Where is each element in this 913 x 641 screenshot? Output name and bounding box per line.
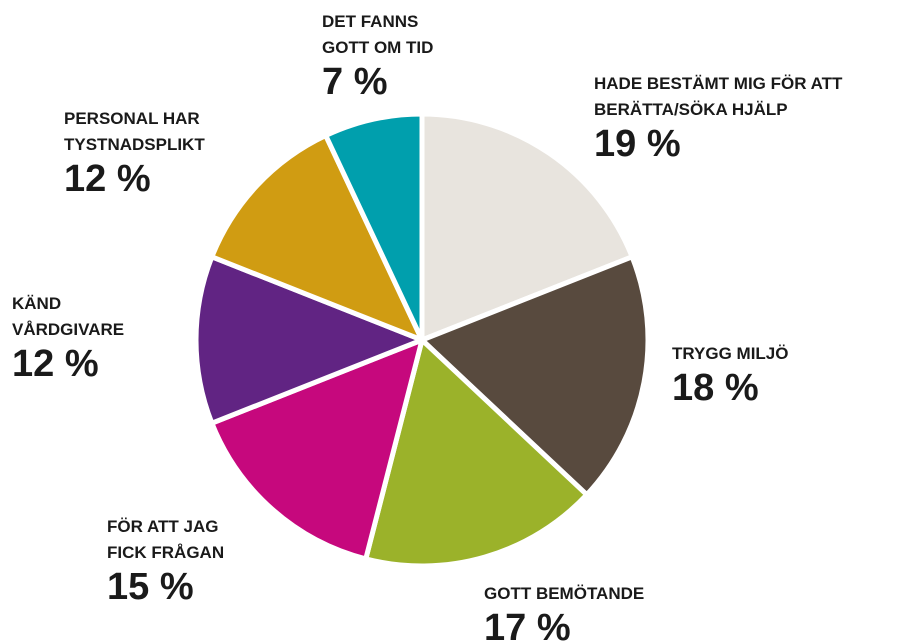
pie-slice xyxy=(419,254,651,498)
pie-slice xyxy=(323,111,425,343)
slice-value-label: 7 % xyxy=(322,61,387,103)
slice-label: KÄND xyxy=(12,294,61,313)
pie-slice xyxy=(193,254,425,426)
slice-value-label: 17 % xyxy=(484,607,571,641)
slice-label: DET FANNS xyxy=(322,12,418,31)
pie-slice xyxy=(209,133,425,343)
slice-label: TYSTNADSPLIKT xyxy=(64,135,205,154)
slice-label: GOTT BEMÖTANDE xyxy=(484,584,644,603)
slice-label: FÖR ATT JAG xyxy=(107,517,218,536)
pie-slice xyxy=(209,337,425,562)
slice-value-label: 18 % xyxy=(672,367,759,409)
slice-value-label: 19 % xyxy=(594,123,681,165)
slice-value-label: 12 % xyxy=(12,343,99,385)
slice-value-label: 12 % xyxy=(64,158,151,200)
slice-label: TRYGG MILJÖ xyxy=(672,344,789,363)
pie-slice xyxy=(363,337,590,569)
slice-label: GOTT OM TID xyxy=(322,38,433,57)
pie-slice xyxy=(419,111,635,343)
slice-value-label: 15 % xyxy=(107,566,194,608)
slice-label: VÅRDGIVARE xyxy=(12,320,124,339)
slice-label: FICK FRÅGAN xyxy=(107,543,224,562)
slice-label: PERSONAL HAR xyxy=(64,109,200,128)
slice-label: HADE BESTÄMT MIG FÖR ATT xyxy=(594,74,843,93)
slice-label: BERÄTTA/SÖKA HJÄLP xyxy=(594,100,788,119)
